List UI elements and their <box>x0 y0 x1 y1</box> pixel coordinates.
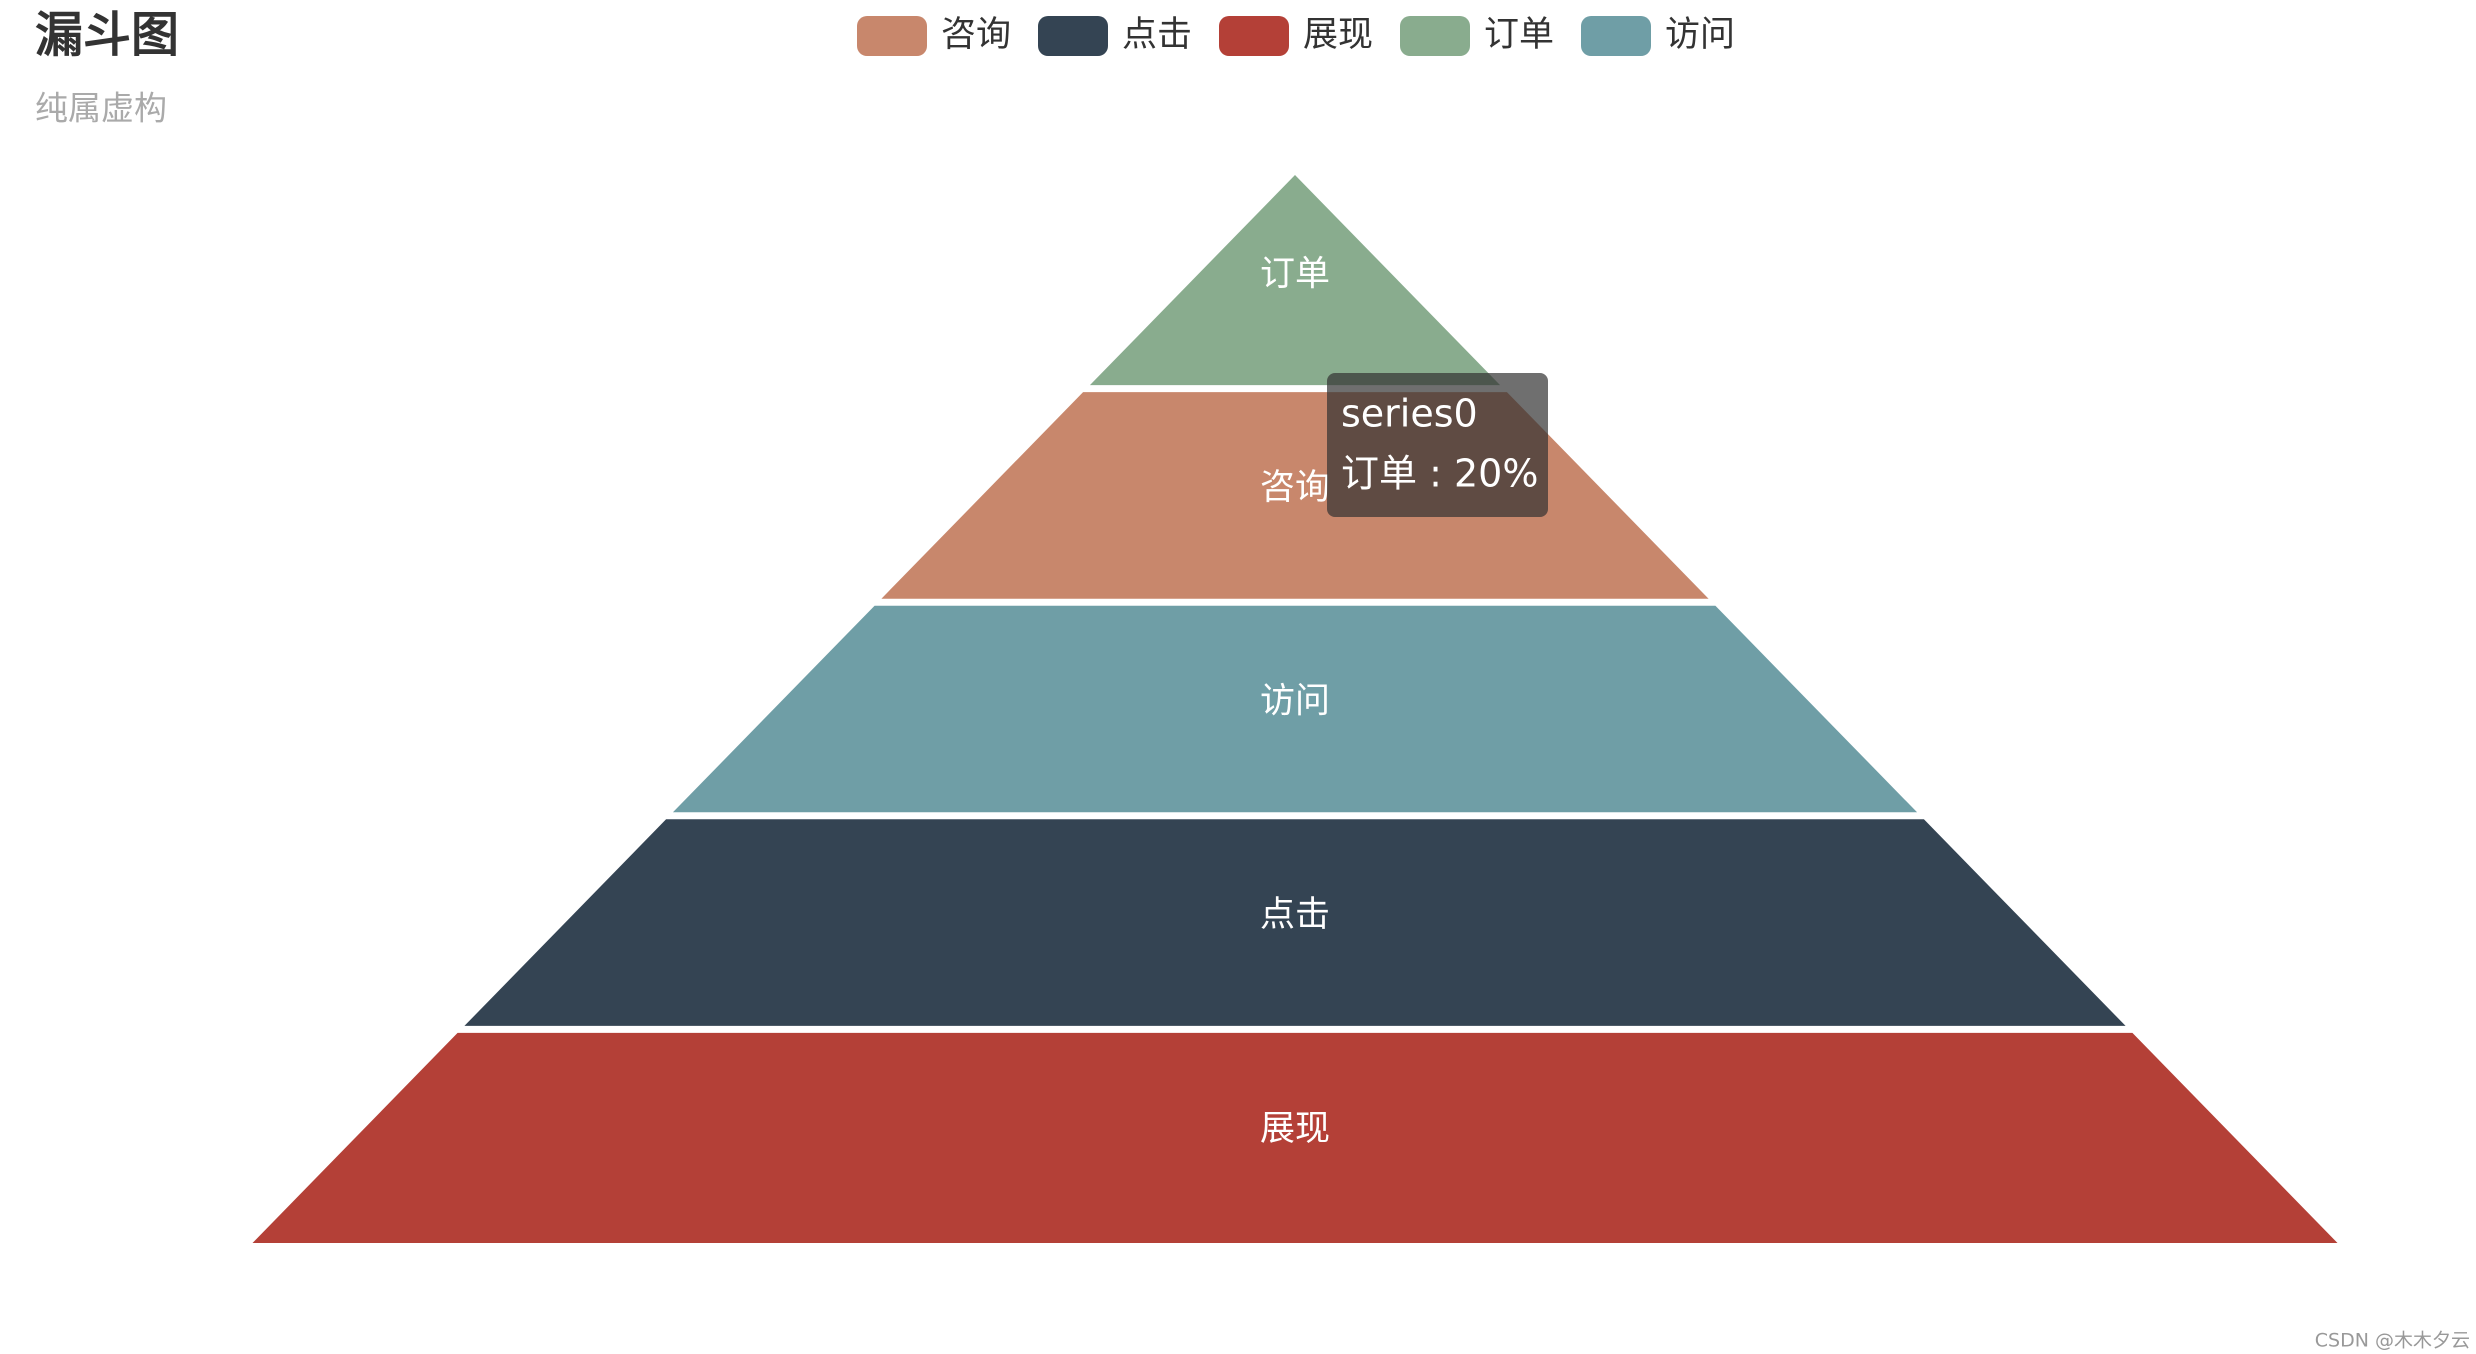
legend-label: 访问 <box>1665 15 1735 55</box>
chart-title: 漏斗图 <box>35 7 179 63</box>
funnel-segment[interactable] <box>464 819 2126 1026</box>
legend-item[interactable]: 点击 <box>1038 15 1192 56</box>
legend-swatch <box>1219 16 1289 56</box>
legend-item[interactable]: 订单 <box>1400 15 1554 56</box>
legend-label: 点击 <box>1122 15 1192 55</box>
segment-label: 订单 <box>1260 254 1330 294</box>
legend-item[interactable]: 展现 <box>1219 15 1373 56</box>
chart-subtitle: 纯属虚构 <box>35 89 167 128</box>
legend-label: 咨询 <box>941 15 1011 55</box>
watermark: CSDN @木木夕云 <box>2315 1330 2470 1352</box>
tooltip-text: 订单 : 20% <box>1341 452 1538 496</box>
funnel-segment[interactable] <box>672 605 1918 813</box>
legend-swatch <box>857 16 927 56</box>
tooltip-box <box>1327 373 1548 517</box>
legend-label: 订单 <box>1484 15 1554 55</box>
tooltip: series0 订单 : 20% <box>1327 373 1548 517</box>
segment-label: 点击 <box>1260 895 1330 935</box>
legend-swatch <box>1400 16 1470 56</box>
legend-item[interactable]: 访问 <box>1581 15 1735 56</box>
legend: 咨询 点击 展现 订单 访问 <box>857 15 1735 56</box>
tooltip-title: series0 <box>1341 392 1478 436</box>
segment-label: 访问 <box>1260 682 1330 722</box>
segment-label: 展现 <box>1260 1109 1330 1149</box>
funnel-segment[interactable] <box>1089 175 1501 386</box>
funnel-segment[interactable] <box>252 1032 2338 1243</box>
legend-label: 展现 <box>1303 15 1373 55</box>
segment-label: 咨询 <box>1260 468 1330 508</box>
legend-swatch <box>1038 16 1108 56</box>
legend-swatch <box>1581 16 1651 56</box>
legend-item[interactable]: 咨询 <box>857 15 1011 56</box>
